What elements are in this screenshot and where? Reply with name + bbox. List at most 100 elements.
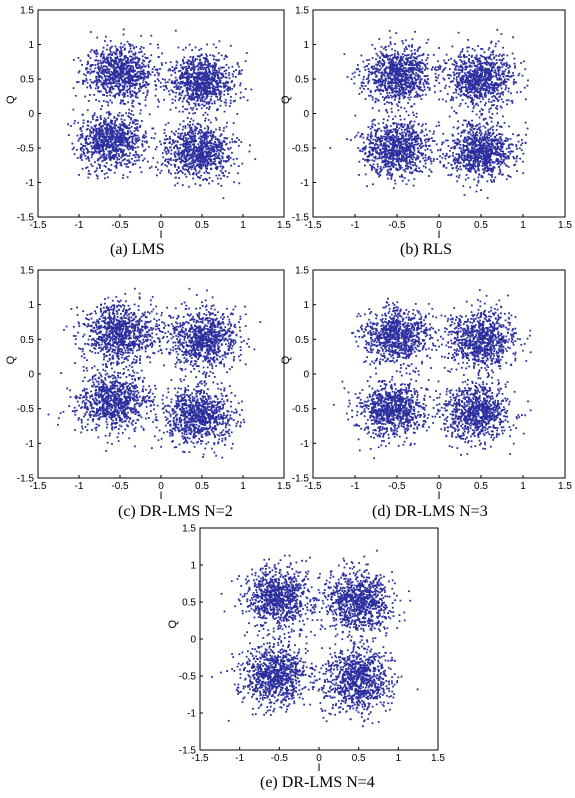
scatter-point bbox=[125, 72, 128, 75]
scatter-point bbox=[380, 45, 383, 48]
scatter-point bbox=[114, 96, 116, 99]
scatter-point bbox=[395, 32, 398, 34]
scatter-point bbox=[141, 140, 144, 143]
scatter-point bbox=[392, 56, 394, 59]
scatter-point bbox=[107, 129, 109, 131]
scatter-point bbox=[489, 65, 492, 68]
scatter-point bbox=[134, 123, 137, 126]
scatter-point bbox=[184, 94, 187, 97]
scatter-point bbox=[101, 170, 104, 172]
scatter-point bbox=[220, 146, 222, 148]
scatter-point bbox=[390, 60, 392, 63]
scatter-point bbox=[212, 90, 215, 92]
scatter-point bbox=[406, 60, 409, 63]
scatter-point bbox=[79, 59, 82, 62]
scatter-point bbox=[126, 66, 129, 69]
scatter-point bbox=[192, 107, 195, 109]
scatter-point bbox=[495, 73, 498, 76]
scatter-point bbox=[421, 70, 424, 73]
scatter-point bbox=[89, 84, 92, 87]
scatter-point bbox=[177, 166, 180, 168]
scatter-point bbox=[72, 87, 75, 89]
scatter-point bbox=[186, 146, 189, 149]
scatter-point bbox=[97, 79, 99, 81]
scatter-point bbox=[201, 81, 203, 84]
scatter-point bbox=[222, 166, 225, 169]
scatter-point bbox=[203, 82, 206, 85]
caption-lms: (a) LMS bbox=[110, 241, 165, 258]
scatter-point bbox=[150, 54, 153, 57]
scatter-point bbox=[417, 70, 420, 72]
scatter-point bbox=[86, 71, 89, 74]
scatter-point bbox=[80, 153, 83, 156]
scatter-point bbox=[213, 148, 215, 151]
scatter-point bbox=[167, 151, 170, 154]
scatter-point bbox=[428, 87, 431, 90]
scatter-point bbox=[217, 157, 220, 160]
scatter-point bbox=[398, 73, 400, 76]
scatter-point bbox=[130, 76, 133, 79]
scatter-point bbox=[93, 112, 96, 115]
scatter-point bbox=[140, 77, 143, 79]
scatter-point bbox=[215, 174, 218, 177]
scatter-point bbox=[389, 76, 392, 78]
scatter-point bbox=[118, 127, 121, 129]
scatter-point bbox=[130, 113, 132, 115]
scatter-point bbox=[200, 47, 203, 50]
scatter-point bbox=[119, 132, 121, 135]
scatter-point bbox=[206, 125, 209, 128]
scatter-point bbox=[114, 143, 116, 145]
scatter-point bbox=[147, 66, 150, 68]
scatter-point bbox=[208, 149, 211, 152]
scatter-point bbox=[182, 58, 184, 61]
scatter-point bbox=[197, 74, 200, 77]
scatter-point bbox=[177, 46, 180, 49]
scatter-point bbox=[204, 71, 207, 74]
scatter-point bbox=[192, 154, 195, 156]
scatter-point bbox=[181, 82, 183, 85]
scatter-point bbox=[203, 161, 206, 164]
scatter-point bbox=[178, 70, 180, 73]
scatter-point bbox=[134, 156, 137, 159]
scatter-point bbox=[142, 136, 144, 139]
scatter-point bbox=[404, 79, 407, 82]
scatter-point bbox=[199, 132, 202, 135]
scatter-point bbox=[191, 138, 194, 141]
scatter-point bbox=[100, 83, 103, 86]
scatter-point bbox=[98, 149, 101, 152]
scatter-point bbox=[190, 128, 193, 131]
scatter-point bbox=[413, 96, 416, 98]
scatter-point bbox=[200, 174, 203, 177]
scatter-point bbox=[202, 114, 205, 116]
scatter-point bbox=[109, 131, 112, 134]
scatter-point bbox=[127, 58, 129, 61]
scatter-point bbox=[210, 129, 213, 132]
scatter-point bbox=[401, 91, 404, 94]
scatter-point bbox=[139, 73, 142, 75]
scatter-point bbox=[114, 78, 117, 81]
scatter-point bbox=[114, 140, 116, 143]
scatter-point bbox=[79, 148, 82, 150]
scatter-point bbox=[97, 146, 100, 149]
scatter-point bbox=[214, 117, 217, 119]
scatter-point bbox=[416, 94, 419, 97]
scatter-point bbox=[389, 61, 391, 64]
scatter-point bbox=[238, 139, 240, 141]
scatter-point bbox=[207, 135, 209, 138]
scatter-point bbox=[181, 76, 184, 79]
scatter-point bbox=[96, 81, 98, 84]
scatter-point bbox=[406, 69, 409, 72]
scatter-point bbox=[202, 158, 205, 161]
scatter-point bbox=[203, 104, 206, 107]
scatter-point bbox=[218, 154, 221, 157]
scatter-point bbox=[130, 94, 133, 97]
scatter-point bbox=[170, 163, 172, 166]
scatter-point bbox=[186, 94, 189, 97]
scatter-point bbox=[254, 158, 257, 161]
scatter-point bbox=[137, 76, 139, 79]
scatter-point bbox=[102, 134, 105, 136]
scatter-point bbox=[106, 44, 109, 47]
scatter-point bbox=[391, 86, 393, 89]
scatter-point bbox=[167, 158, 169, 161]
